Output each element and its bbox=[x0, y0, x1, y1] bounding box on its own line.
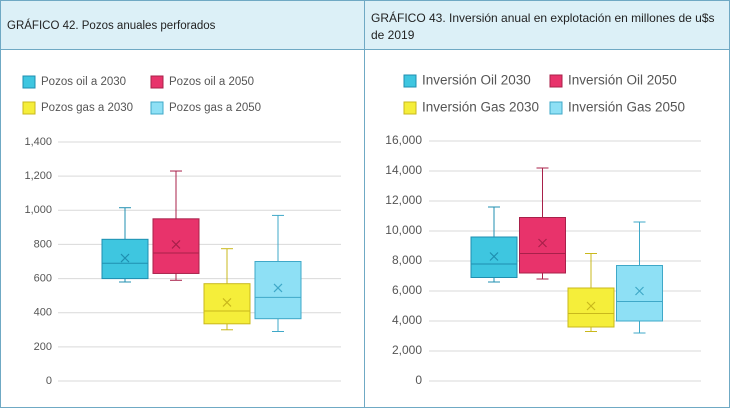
y-tick-label: 8,000 bbox=[392, 253, 422, 267]
legend-swatch bbox=[22, 101, 36, 115]
panel-title: GRÁFICO 42. Pozos anuales perforados bbox=[1, 1, 364, 50]
mean-marker bbox=[489, 252, 499, 261]
legend-label: Pozos oil a 2050 bbox=[169, 76, 254, 88]
legend-label: Pozos gas a 2050 bbox=[169, 102, 261, 114]
mean-marker bbox=[273, 283, 283, 293]
legend-swatch bbox=[150, 101, 164, 115]
box bbox=[101, 238, 149, 280]
mean-marker bbox=[538, 238, 547, 248]
legend-swatch bbox=[403, 74, 417, 88]
box bbox=[519, 217, 566, 274]
box bbox=[254, 261, 302, 320]
y-tick-label: 4,000 bbox=[392, 313, 422, 327]
mean-marker bbox=[586, 301, 596, 311]
y-tick-label: 1,200 bbox=[24, 170, 52, 182]
legend-label: Pozos gas a 2030 bbox=[41, 102, 133, 114]
y-tick-label: 2,000 bbox=[392, 343, 422, 357]
box bbox=[616, 265, 663, 322]
chart: 0 200 400 600 800 1,000 1,200 1,400 Pozos oil a … bbox=[22, 75, 341, 387]
panel-title: GRÁFICO 43. Inversión anual en explotaci… bbox=[365, 1, 729, 50]
mean-marker bbox=[120, 253, 130, 263]
legend-label: Inversión Gas 2050 bbox=[568, 100, 685, 115]
y-tick-label: 400 bbox=[34, 307, 52, 319]
y-tick-label: 600 bbox=[34, 272, 52, 284]
y-tick-label: 12,000 bbox=[385, 193, 422, 207]
legend-label: Inversión Oil 2050 bbox=[568, 73, 677, 88]
legend-swatch bbox=[549, 101, 563, 115]
y-tick-label: 1,400 bbox=[24, 136, 52, 148]
mean-marker bbox=[222, 298, 232, 307]
legend-swatch bbox=[22, 75, 36, 89]
mean-marker bbox=[171, 240, 181, 249]
y-tick-label: 6,000 bbox=[392, 283, 422, 297]
y-tick-label: 0 bbox=[46, 375, 52, 387]
legend-label: Inversión Oil 2030 bbox=[422, 73, 531, 88]
panel: GRÁFICO 43. Inversión anual en explotaci… bbox=[364, 1, 729, 407]
panel: GRÁFICO 42. Pozos anuales perforados 0 20… bbox=[1, 1, 364, 407]
y-tick-label: 16,000 bbox=[385, 133, 422, 147]
y-tick-label: 1,000 bbox=[24, 204, 52, 216]
box bbox=[152, 218, 200, 274]
box bbox=[203, 283, 251, 325]
y-tick-label: 10,000 bbox=[385, 223, 422, 237]
legend-label: Pozos oil a 2030 bbox=[41, 76, 126, 88]
legend-label: Inversión Gas 2030 bbox=[422, 100, 539, 115]
y-tick-label: 0 bbox=[415, 373, 422, 387]
mean-marker bbox=[635, 286, 644, 296]
legend-swatch bbox=[150, 75, 164, 89]
chart: 0 2,000 4,000 6,000 8,000 10,000 12,000 14,000 1… bbox=[385, 73, 701, 387]
y-tick-label: 14,000 bbox=[385, 163, 422, 177]
legend-swatch bbox=[403, 101, 417, 115]
y-tick-label: 200 bbox=[34, 341, 52, 353]
y-tick-label: 800 bbox=[34, 238, 52, 250]
box bbox=[567, 287, 615, 328]
legend-swatch bbox=[549, 74, 563, 88]
